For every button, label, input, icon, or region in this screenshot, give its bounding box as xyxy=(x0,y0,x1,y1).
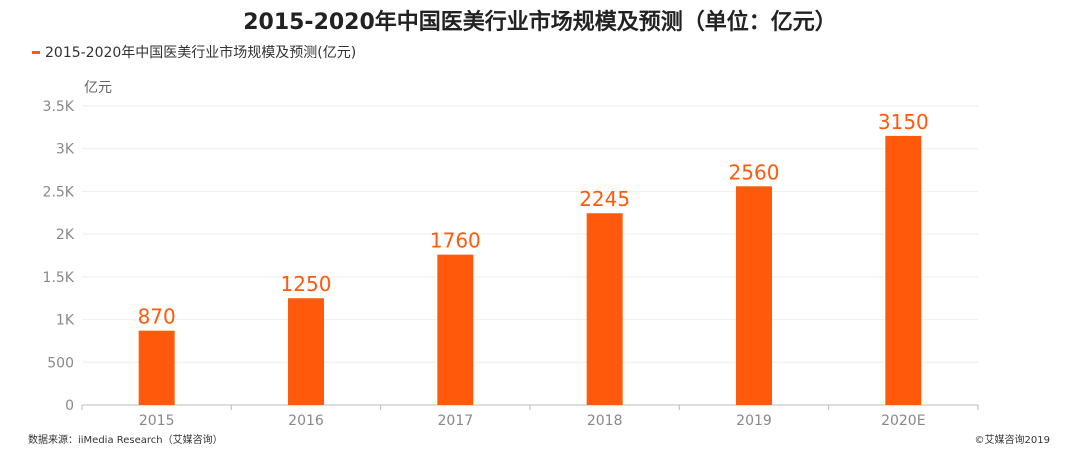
y-tick-label: 1.5K xyxy=(43,270,75,286)
data-label: 1760 xyxy=(430,229,481,253)
copyright-note: ©艾媒咨询2019 xyxy=(974,435,1050,446)
legend-swatch xyxy=(32,50,40,54)
data-label: 3150 xyxy=(878,110,929,134)
x-tick-label: 2015 xyxy=(139,413,175,429)
bar xyxy=(885,135,922,405)
data-label: 2560 xyxy=(729,160,780,184)
data-label: 2245 xyxy=(579,187,630,211)
data-label: 870 xyxy=(138,305,176,329)
bar xyxy=(288,298,324,405)
y-tick-label: 2.5K xyxy=(43,184,75,200)
bar xyxy=(736,186,772,405)
source-note: 数据来源：iiMedia Research（艾媒咨询） xyxy=(28,435,223,446)
x-tick-label: 2018 xyxy=(587,413,623,429)
x-tick-label: 2019 xyxy=(736,413,772,429)
legend[interactable]: 2015-2020年中国医美行业市场规模及预测(亿元) xyxy=(32,42,356,62)
chart-title: 2015-2020年中国医美行业市场规模及预测（单位：亿元） xyxy=(243,10,837,35)
bar xyxy=(437,254,474,405)
y-axis-unit: 亿元 xyxy=(84,80,112,96)
y-tick-label: 0 xyxy=(65,398,74,414)
x-tick-label: 2016 xyxy=(288,413,324,429)
bar xyxy=(138,330,175,405)
y-tick-label: 2K xyxy=(56,227,75,243)
y-tick-label: 3K xyxy=(56,142,75,158)
y-tick-label: 3.5K xyxy=(43,99,75,115)
y-tick-label: 1K xyxy=(56,313,75,329)
legend-label: 2015-2020年中国医美行业市场规模及预测(亿元) xyxy=(45,45,357,61)
data-label: 1250 xyxy=(281,272,332,296)
x-tick-label: 2020E xyxy=(881,413,925,429)
y-tick-label: 500 xyxy=(47,355,74,371)
bar xyxy=(586,213,623,405)
x-tick-label: 2017 xyxy=(438,413,474,429)
